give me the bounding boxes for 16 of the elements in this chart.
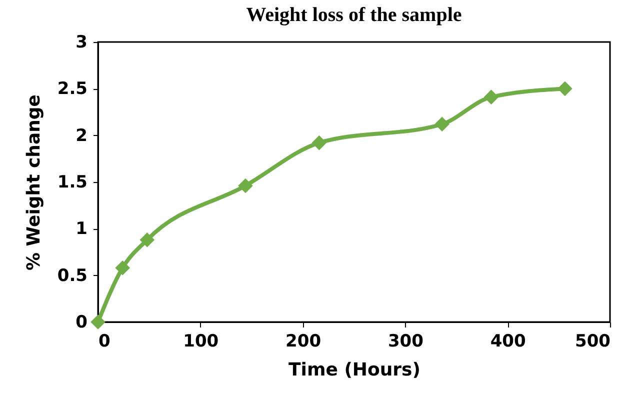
x-tick-label: 0: [98, 332, 110, 352]
x-tick-label: 400: [490, 332, 526, 352]
y-tick-label: 3: [76, 32, 88, 52]
x-tick-label: 100: [183, 332, 219, 352]
x-tick-label: 300: [388, 332, 424, 352]
x-axis-title: Time (Hours): [288, 360, 420, 380]
y-tick-label: 1: [76, 219, 88, 240]
x-tick-label: 200: [286, 332, 322, 352]
y-tick-label: 2: [76, 126, 88, 146]
y-axis-title: % Weight change: [23, 94, 44, 271]
x-tick-label: 500: [575, 332, 611, 352]
chart-title: Weight loss of the sample: [246, 4, 462, 26]
y-tick-label: 1.5: [57, 172, 88, 192]
y-tick-label: 2.5: [57, 79, 88, 100]
y-tick-label: 0: [76, 312, 88, 332]
y-tick-label: 0.5: [57, 266, 88, 286]
